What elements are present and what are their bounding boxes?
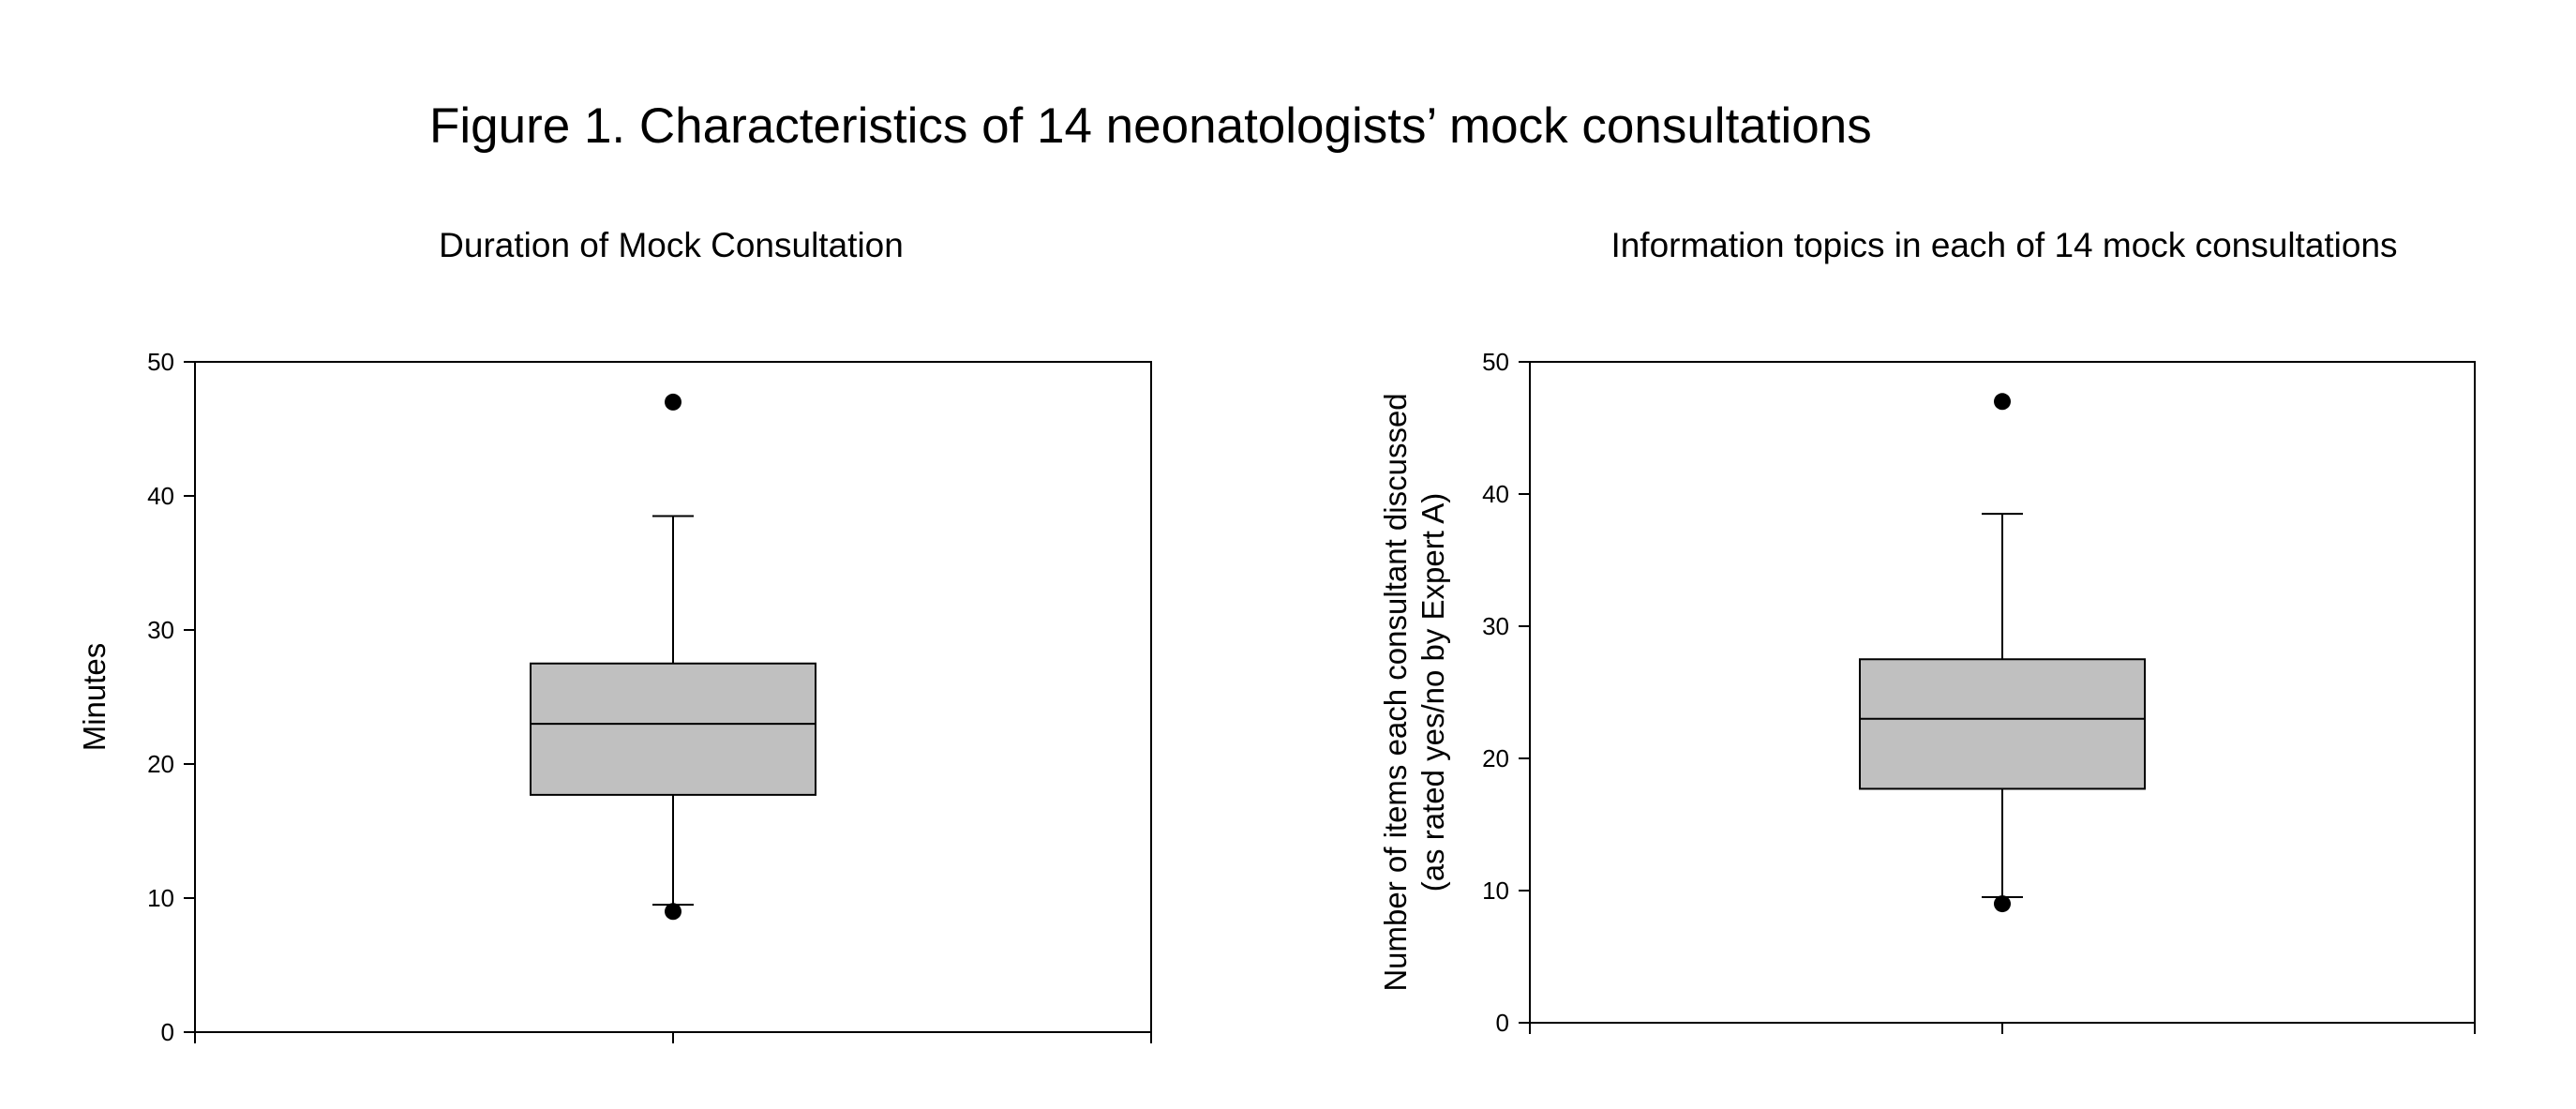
y-tick-label: 10 — [1482, 877, 1509, 905]
y-tick-label: 10 — [147, 884, 174, 912]
chart-duration: 0 10 20 30 40 50 Minutes — [77, 348, 1152, 1046]
outlier-point — [1994, 895, 2011, 913]
y-tick-label: 40 — [147, 482, 174, 510]
figure-title: Figure 1. Characteristics of 14 neonatol… — [429, 98, 1872, 154]
iqr-box — [1859, 658, 2146, 790]
y-tick-label: 20 — [1482, 744, 1509, 772]
chart-title-information-topics: Information topics in each of 14 mock co… — [1610, 226, 2398, 264]
y-axis-label: Number of items each consultant discusse… — [1378, 393, 1413, 991]
chart-title-duration: Duration of Mock Consultation — [439, 226, 904, 264]
y-tick-label: 0 — [161, 1018, 174, 1046]
y-tick-label: 20 — [147, 750, 174, 778]
y-tick-label: 30 — [147, 616, 174, 644]
chart-information-topics: 0 10 20 30 40 50 Number of items each consulta… — [1378, 348, 2476, 1037]
y-axis-label: (as rated yes/no by Expert A) — [1415, 493, 1450, 892]
y-tick-label: 50 — [147, 348, 174, 376]
outlier-point — [665, 393, 681, 411]
iqr-box — [530, 662, 816, 796]
y-tick-label: 0 — [1496, 1009, 1509, 1037]
outlier-point — [665, 903, 681, 921]
y-tick-label: 50 — [1482, 348, 1509, 376]
outlier-point — [1994, 393, 2011, 411]
y-tick-label: 30 — [1482, 612, 1509, 640]
y-tick-label: 40 — [1482, 480, 1509, 508]
y-axis-label: Minutes — [77, 643, 112, 752]
